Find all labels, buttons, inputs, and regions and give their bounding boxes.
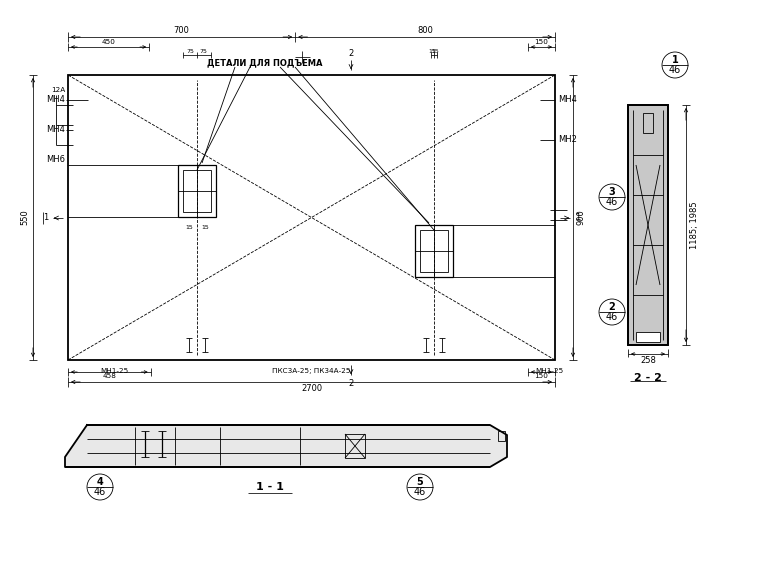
Text: 150: 150 [535, 39, 549, 45]
Bar [498, 431, 505, 441]
Bar [178, 165, 216, 217]
Text: 258: 258 [640, 356, 656, 365]
Text: 458: 458 [102, 373, 116, 379]
Bar [183, 170, 211, 212]
Text: 46: 46 [606, 312, 618, 323]
Text: 1: 1 [575, 214, 580, 222]
Text: 150: 150 [535, 373, 549, 379]
Text: 46: 46 [414, 488, 426, 497]
Bar [628, 105, 668, 345]
Text: 2: 2 [348, 379, 354, 388]
Text: 75: 75 [187, 49, 194, 54]
Bar [68, 75, 555, 360]
Polygon shape [65, 425, 507, 467]
Text: 450: 450 [101, 39, 115, 45]
Text: МН4: МН4 [558, 95, 577, 104]
Bar [345, 434, 365, 458]
Text: МН6: МН6 [46, 155, 65, 164]
Text: 15: 15 [429, 49, 437, 54]
Text: 75: 75 [200, 49, 207, 54]
Text: МН4: МН4 [46, 125, 65, 134]
Text: 5: 5 [416, 477, 423, 487]
Text: 12А: 12А [51, 87, 65, 93]
Text: 3: 3 [608, 187, 615, 197]
Text: 2 - 2: 2 - 2 [634, 373, 662, 383]
Bar [628, 105, 668, 345]
Text: 2: 2 [608, 302, 615, 312]
Text: 1185; 1985: 1185; 1985 [690, 201, 699, 249]
Bar [420, 230, 448, 272]
Text: МН1-25: МН1-25 [100, 368, 128, 374]
Text: 15: 15 [431, 49, 439, 54]
Text: 550: 550 [20, 210, 29, 225]
Text: 800: 800 [417, 26, 433, 35]
Text: МН2: МН2 [558, 136, 577, 145]
Bar [643, 113, 653, 133]
Text: 2: 2 [348, 49, 354, 58]
Text: 46: 46 [669, 65, 681, 75]
Text: 1: 1 [43, 214, 48, 222]
Text: 900: 900 [577, 210, 586, 225]
Text: МН4: МН4 [46, 95, 65, 104]
Bar [636, 332, 660, 342]
Text: 4: 4 [97, 477, 104, 487]
Text: 46: 46 [94, 488, 106, 497]
Text: 15: 15 [201, 225, 209, 230]
Text: ДЕТАЛИ ДЛЯ ПОДЪЕМА: ДЕТАЛИ ДЛЯ ПОДЪЕМА [207, 58, 323, 67]
Text: ПКС3А-25; ПК34А-25: ПКС3А-25; ПК34А-25 [272, 368, 351, 374]
Text: 15: 15 [185, 225, 193, 230]
Text: 1 - 1: 1 - 1 [256, 482, 284, 492]
Text: 700: 700 [173, 26, 190, 35]
Text: МН1-25: МН1-25 [535, 368, 563, 374]
Bar [415, 225, 453, 277]
Text: 46: 46 [606, 197, 618, 208]
Text: 2700: 2700 [301, 384, 322, 393]
Text: 1: 1 [672, 55, 678, 65]
